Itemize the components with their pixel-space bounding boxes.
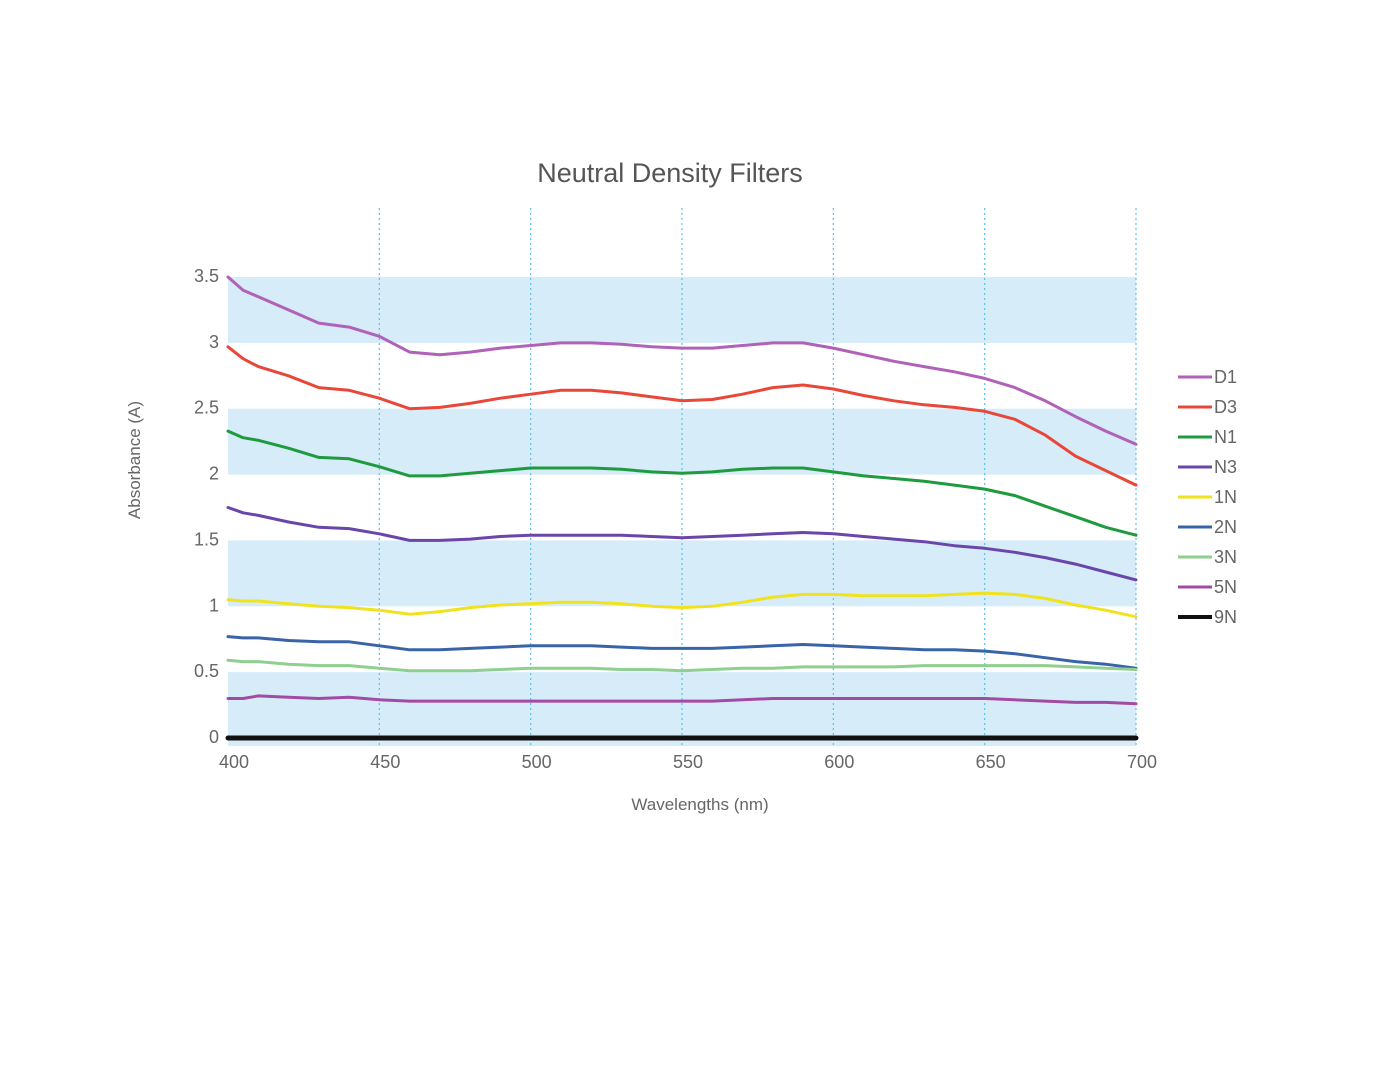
series-line-2N — [226, 635, 1138, 670]
series-line-N1 — [226, 429, 1138, 537]
y-tick-label: 3.5 — [194, 266, 219, 286]
legend-item-D1[interactable]: D1 — [1178, 367, 1237, 387]
y-tick-label: 0.5 — [194, 661, 219, 681]
chart-title: Neutral Density Filters — [537, 158, 803, 188]
legend-item-5N[interactable]: 5N — [1178, 577, 1237, 597]
legend-item-3N[interactable]: 3N — [1178, 547, 1237, 567]
series-line-D3 — [226, 345, 1138, 487]
series-line-D1 — [226, 275, 1138, 446]
legend: D1 D3 N1 N3 1N 2N 3N 5N 9N — [1178, 367, 1237, 627]
legend-label: 9N — [1214, 607, 1237, 627]
series-line-3N — [226, 658, 1138, 673]
y-tick-label: 3 — [209, 332, 219, 352]
legend-item-2N[interactable]: 2N — [1178, 517, 1237, 537]
legend-label: 5N — [1214, 577, 1237, 597]
legend-label: 3N — [1214, 547, 1237, 567]
series-lines — [225, 275, 1139, 741]
y-tick-label: 1 — [209, 595, 219, 615]
x-tick-label: 600 — [824, 752, 854, 772]
legend-item-N1[interactable]: N1 — [1178, 427, 1237, 447]
series-line-5N — [226, 694, 1138, 706]
legend-item-9N[interactable]: 9N — [1178, 607, 1237, 627]
x-axis-ticks: 400 450 500 550 600 650 700 — [219, 752, 1157, 772]
legend-label: 1N — [1214, 487, 1237, 507]
y-axis-title: Absorbance (A) — [125, 401, 144, 519]
legend-label: N1 — [1214, 427, 1237, 447]
x-axis-title: Wavelengths (nm) — [631, 795, 768, 814]
legend-item-D3[interactable]: D3 — [1178, 397, 1237, 417]
x-tick-label: 650 — [976, 752, 1006, 772]
x-tick-label: 500 — [522, 752, 552, 772]
y-tick-label: 1.5 — [194, 529, 219, 549]
y-tick-label: 2 — [209, 464, 219, 484]
series-line-N3 — [226, 506, 1138, 582]
x-tick-label: 400 — [219, 752, 249, 772]
legend-label: N3 — [1214, 457, 1237, 477]
y-tick-label: 0 — [209, 727, 219, 747]
legend-item-1N[interactable]: 1N — [1178, 487, 1237, 507]
legend-label: 2N — [1214, 517, 1237, 537]
legend-item-N3[interactable]: N3 — [1178, 457, 1237, 477]
x-tick-label: 550 — [673, 752, 703, 772]
y-axis-ticks: 0 0.5 1 1.5 2 2.5 3 3.5 — [194, 266, 219, 747]
legend-label: D1 — [1214, 367, 1237, 387]
series-line-1N — [226, 591, 1138, 619]
legend-label: D3 — [1214, 397, 1237, 417]
y-tick-label: 2.5 — [194, 398, 219, 418]
x-tick-label: 700 — [1127, 752, 1157, 772]
x-tick-label: 450 — [370, 752, 400, 772]
